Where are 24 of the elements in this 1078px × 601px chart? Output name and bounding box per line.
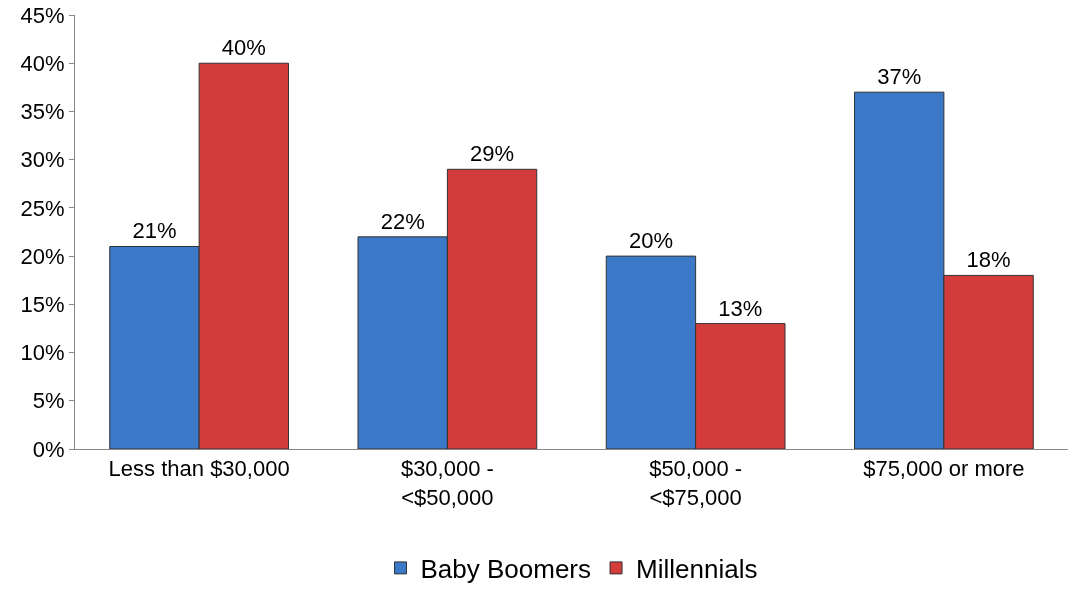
data-label: 18% (966, 247, 1011, 273)
y-tick-label: 40% (20, 50, 65, 76)
y-tick-label: 10% (20, 340, 65, 366)
y-tick-label: 45% (20, 2, 65, 28)
y-tick-label: 35% (20, 99, 65, 125)
x-tick-label: $50,000 - <$75,000 (649, 456, 743, 510)
y-tick-label: 5% (32, 388, 65, 414)
x-tick-label: $30,000 - <$50,000 (400, 456, 494, 510)
y-tick-label: 20% (20, 243, 65, 269)
data-label: 40% (221, 35, 266, 61)
data-label: 37% (877, 64, 922, 90)
data-label: 20% (628, 228, 673, 254)
y-tick-label: 0% (32, 436, 65, 462)
data-label: 13% (718, 295, 763, 321)
legend-label: Baby Boomers (420, 554, 592, 585)
x-tick-label: $75,000 or more (863, 456, 1025, 482)
data-label: 21% (132, 218, 177, 244)
legend-label: Millennials (636, 554, 758, 585)
data-label: 29% (470, 141, 515, 167)
data-label: 22% (380, 208, 425, 234)
y-tick-label: 30% (20, 147, 65, 173)
x-tick-label: Less than $30,000 (108, 456, 290, 482)
y-tick-label: 15% (20, 292, 65, 318)
y-tick-label: 25% (20, 195, 65, 221)
